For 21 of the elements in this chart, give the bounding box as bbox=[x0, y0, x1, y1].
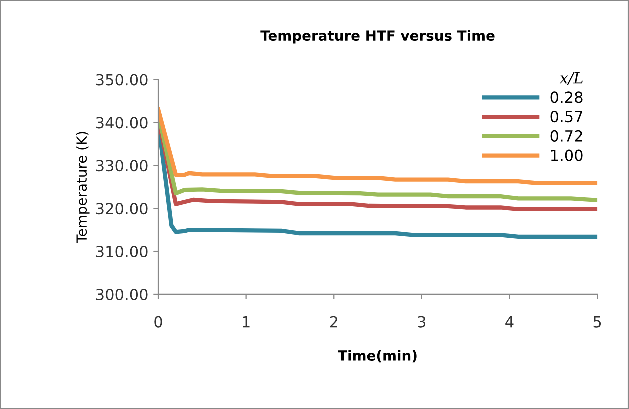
y-tick-label: 350.00 bbox=[96, 74, 148, 86]
y-tick-label: 320.00 bbox=[96, 203, 148, 215]
legend-label: 0.28 bbox=[550, 92, 583, 104]
legend-title: x/L bbox=[560, 72, 583, 86]
y-tick-label: 300.00 bbox=[96, 288, 148, 300]
y-axis-title: Temperature (K) bbox=[76, 132, 90, 244]
x-axis-title: Time(min) bbox=[338, 350, 417, 363]
line-series bbox=[158, 108, 598, 186]
x-tick-label: 2 bbox=[330, 316, 338, 328]
x-tick-label: 3 bbox=[418, 316, 426, 328]
legend-label: 0.57 bbox=[550, 111, 582, 123]
y-tick-label: 330.00 bbox=[96, 160, 148, 172]
chart-title: Temperature HTF versus Time bbox=[260, 30, 495, 44]
x-tick-label: 0 bbox=[154, 316, 162, 328]
y-tick-label: 340.00 bbox=[96, 117, 148, 129]
x-tick-label: 4 bbox=[506, 316, 514, 328]
y-tick-label: 310.00 bbox=[96, 246, 148, 258]
legend-label: 1.00 bbox=[551, 150, 583, 162]
x-tick-label: 5 bbox=[594, 316, 602, 328]
x-tick-label: 1 bbox=[243, 316, 250, 328]
legend-label: 0.72 bbox=[550, 130, 582, 142]
